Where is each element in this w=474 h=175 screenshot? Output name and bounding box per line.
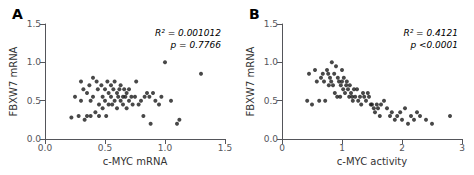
svg-text:2: 2	[399, 143, 405, 153]
svg-text:1.5: 1.5	[218, 143, 232, 153]
svg-text:0.5: 0.5	[98, 143, 112, 153]
svg-text:0.0: 0.0	[38, 143, 53, 153]
svg-text:0.0: 0.0	[264, 134, 279, 144]
svg-text:1.5: 1.5	[27, 19, 41, 29]
svg-text:B: B	[249, 6, 260, 22]
svg-text:1.5: 1.5	[264, 19, 278, 29]
svg-text:1.0: 1.0	[264, 57, 279, 67]
svg-text:0.5: 0.5	[27, 96, 41, 106]
svg-text:FBXW7 mRNA: FBXW7 mRNA	[245, 46, 256, 116]
svg-text:1.0: 1.0	[158, 143, 173, 153]
svg-text:c-MYC activity: c-MYC activity	[337, 156, 407, 167]
svg-text:R² = 0.001012: R² = 0.001012	[155, 28, 221, 38]
svg-text:FBXW7 mRNA: FBXW7 mRNA	[8, 46, 19, 116]
svg-text:R² = 0.4121: R² = 0.4121	[403, 28, 458, 38]
svg-text:1: 1	[339, 143, 345, 153]
svg-text:0: 0	[279, 143, 285, 153]
svg-text:p <0.0001: p <0.0001	[409, 40, 458, 50]
svg-text:1.0: 1.0	[27, 57, 42, 67]
svg-text:0.5: 0.5	[264, 96, 278, 106]
svg-text:p = 0.7766: p = 0.7766	[170, 40, 222, 50]
svg-text:0.0: 0.0	[26, 134, 41, 144]
svg-text:3: 3	[459, 143, 465, 153]
svg-text:c-MYC mRNA: c-MYC mRNA	[103, 156, 168, 167]
svg-text:A: A	[12, 6, 23, 22]
